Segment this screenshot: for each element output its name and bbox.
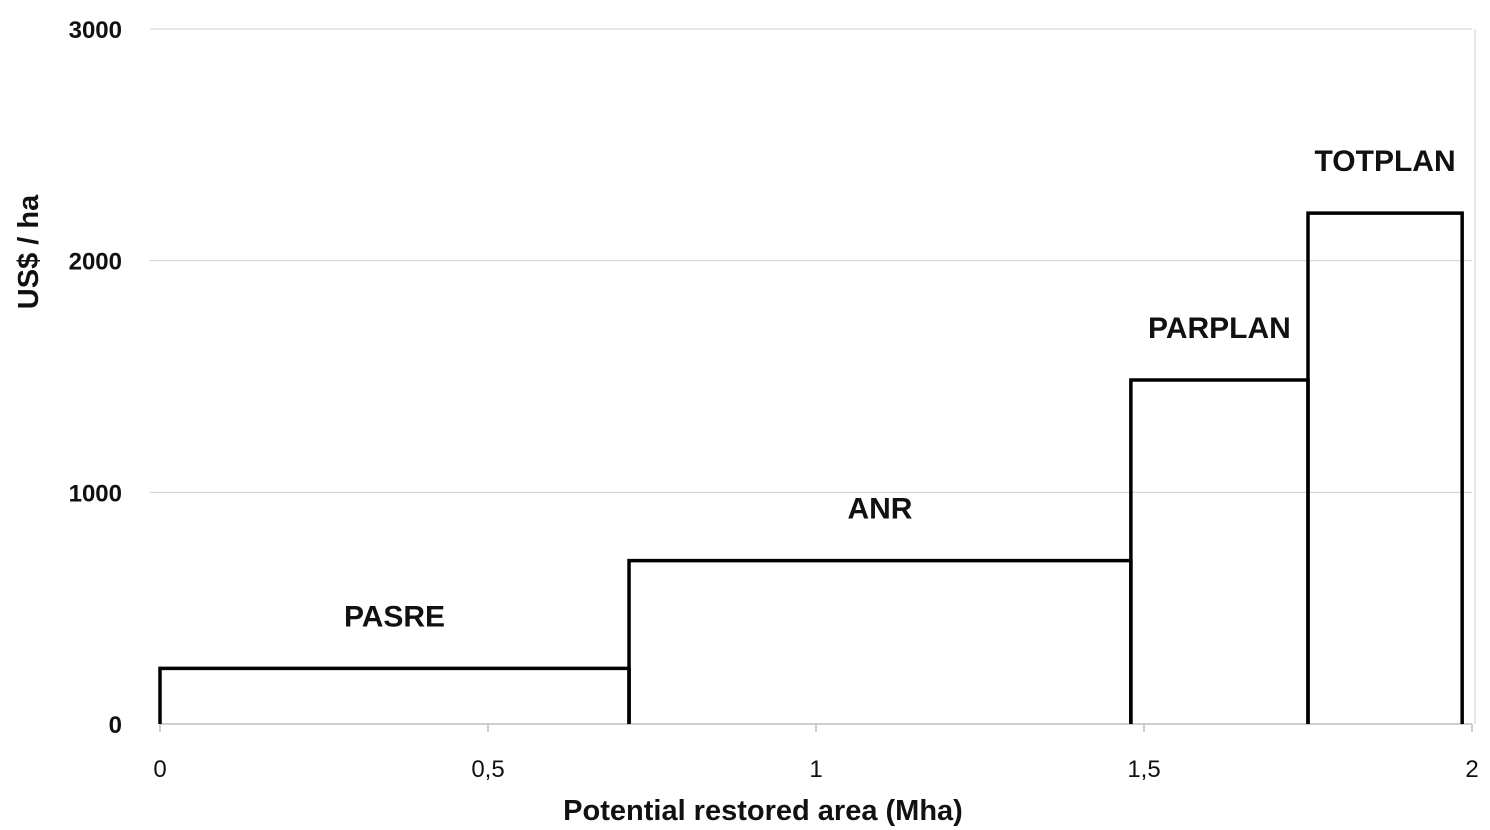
bars	[158, 211, 1464, 724]
bar-label-pasre: PASRE	[344, 600, 445, 633]
bar-label-parplan: PARPLAN	[1148, 312, 1291, 345]
y-tick-label: 2000	[69, 249, 122, 276]
bar-pasre	[158, 666, 631, 724]
x-axis-title: Potential restored area (Mha)	[563, 795, 963, 827]
y-tick-label: 0	[109, 712, 122, 739]
axes	[159, 723, 1473, 732]
x-tick-label: 1	[809, 756, 822, 783]
x-tick-labels: 0 0,5 1 1,5 2	[153, 756, 1478, 783]
x-tick-label: 0	[153, 756, 166, 783]
gridlines	[150, 28, 1476, 724]
bar-label-totplan: TOTPLAN	[1315, 145, 1456, 178]
bar-totplan	[1306, 211, 1464, 724]
y-tick-labels: 0 1000 2000 3000	[69, 17, 122, 739]
bar-label-anr: ANR	[847, 493, 912, 526]
bar-anr	[627, 558, 1133, 724]
x-tick-label: 0,5	[471, 756, 504, 783]
y-tick-label: 3000	[69, 17, 122, 44]
y-tick-label: 1000	[69, 480, 122, 507]
x-tick-label: 2	[1465, 756, 1478, 783]
x-tick-label: 1,5	[1127, 756, 1160, 783]
bar-labels: PASRE ANR PARPLAN TOTPLAN	[344, 145, 1456, 633]
y-axis-title: US$ / ha	[13, 194, 45, 309]
bar-parplan	[1129, 378, 1310, 724]
